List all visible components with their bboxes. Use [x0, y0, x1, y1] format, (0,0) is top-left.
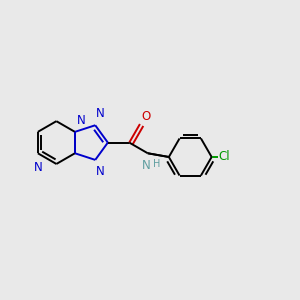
Text: N: N [142, 159, 151, 172]
Text: H: H [153, 159, 160, 169]
Text: N: N [34, 161, 42, 174]
Text: O: O [141, 110, 151, 123]
Text: N: N [76, 113, 85, 127]
Text: N: N [96, 165, 105, 178]
Text: Cl: Cl [218, 151, 230, 164]
Text: N: N [96, 107, 105, 120]
